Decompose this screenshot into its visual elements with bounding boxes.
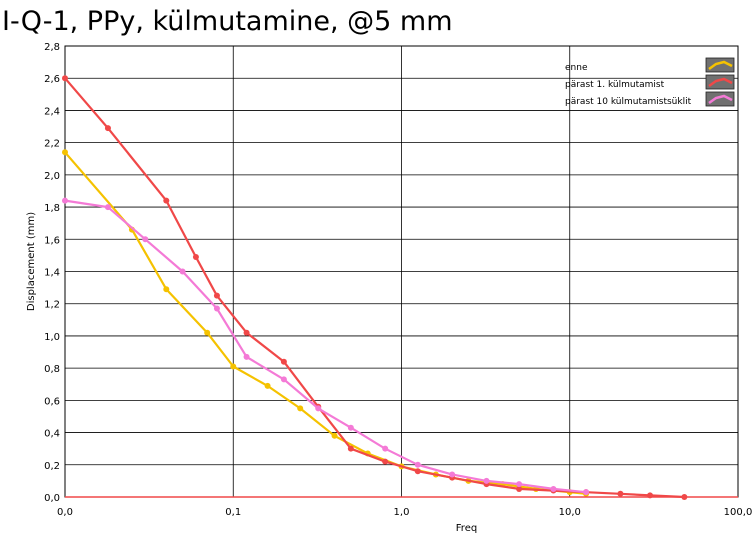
data-point — [264, 382, 271, 389]
data-point — [280, 358, 287, 365]
y-tick-label: 1,2 — [44, 300, 60, 311]
legend-swatch — [705, 74, 735, 90]
data-point — [414, 461, 421, 468]
data-point — [315, 405, 322, 412]
data-point — [62, 197, 68, 204]
y-axis-ticks: 0,0 0,2 0,4 0,6 0,8 1,0 1,2 1,4 1,6 1,8 2,0 2,2 2,4 2… — [44, 42, 60, 504]
data-point — [243, 353, 250, 360]
x-axis-ticks: 0,0 0,1 1,0 10,0 100,0 — [57, 507, 752, 518]
series-path — [64, 199, 587, 494]
chart-title: I-Q-1, PPy, külmutamine, @5 mm — [2, 6, 453, 37]
data-point — [213, 292, 220, 299]
legend-label: enne — [565, 63, 588, 73]
x-tick-label: 0,0 — [57, 507, 73, 518]
data-point — [62, 149, 68, 156]
data-point — [179, 268, 186, 275]
data-point — [331, 432, 338, 439]
data-point — [163, 286, 170, 293]
y-tick-label: 0,8 — [44, 364, 60, 375]
legend-swatch-line — [708, 60, 733, 71]
data-point — [142, 236, 149, 243]
y-tick-label: 1,4 — [44, 268, 60, 279]
legend-swatch-line — [708, 77, 733, 88]
data-point — [382, 458, 389, 465]
data-point — [192, 254, 199, 261]
legend-swatch — [705, 57, 735, 73]
legend: enne pärast 1. külmutamist pärast 10 külmu… — [565, 57, 735, 107]
data-point — [204, 329, 211, 336]
y-tick-label: 2,8 — [44, 42, 60, 53]
data-point — [617, 490, 624, 497]
x-tick-label: 10,0 — [559, 507, 581, 518]
y-tick-label: 1,6 — [44, 235, 60, 246]
legend-label: pärast 10 külmutamistsüklit — [565, 97, 692, 107]
data-point — [62, 75, 68, 82]
data-point — [280, 376, 287, 383]
y-tick-label: 1,0 — [44, 332, 60, 343]
y-tick-label: 0,2 — [44, 461, 60, 472]
y-tick-label: 2,0 — [44, 171, 60, 182]
y-tick-label: 0,0 — [44, 493, 60, 504]
x-tick-label: 1,0 — [394, 507, 410, 518]
data-point — [550, 485, 557, 492]
legend-swatch-line — [708, 94, 733, 105]
data-point — [382, 445, 389, 452]
legend-label: pärast 1. külmutamist — [565, 80, 665, 90]
y-tick-label: 1,8 — [44, 203, 60, 214]
data-point — [449, 471, 456, 478]
y-tick-label: 2,2 — [44, 139, 60, 150]
x-axis-label: Freq — [456, 523, 477, 534]
data-point — [347, 424, 354, 431]
data-point — [414, 468, 421, 475]
legend-swatch — [705, 91, 735, 107]
data-point — [347, 445, 354, 452]
data-point — [213, 305, 220, 312]
y-tick-label: 2,6 — [44, 74, 60, 85]
x-tick-label: 0,1 — [225, 507, 241, 518]
y-axis-label: Displacement (mm) — [26, 212, 37, 311]
data-point — [297, 405, 304, 412]
data-point — [483, 477, 490, 484]
series-line — [62, 197, 590, 496]
data-point — [243, 329, 250, 336]
y-tick-label: 2,4 — [44, 106, 60, 117]
y-tick-label: 0,4 — [44, 429, 60, 440]
data-point — [104, 204, 111, 211]
series-group — [62, 75, 738, 500]
data-point — [516, 481, 523, 488]
data-point — [516, 485, 523, 492]
y-tick-label: 0,6 — [44, 396, 60, 407]
data-point — [163, 197, 170, 204]
data-point — [104, 125, 111, 132]
grid — [64, 45, 739, 498]
x-tick-label: 100,0 — [724, 507, 753, 518]
data-point — [230, 363, 237, 370]
data-point — [583, 489, 590, 496]
